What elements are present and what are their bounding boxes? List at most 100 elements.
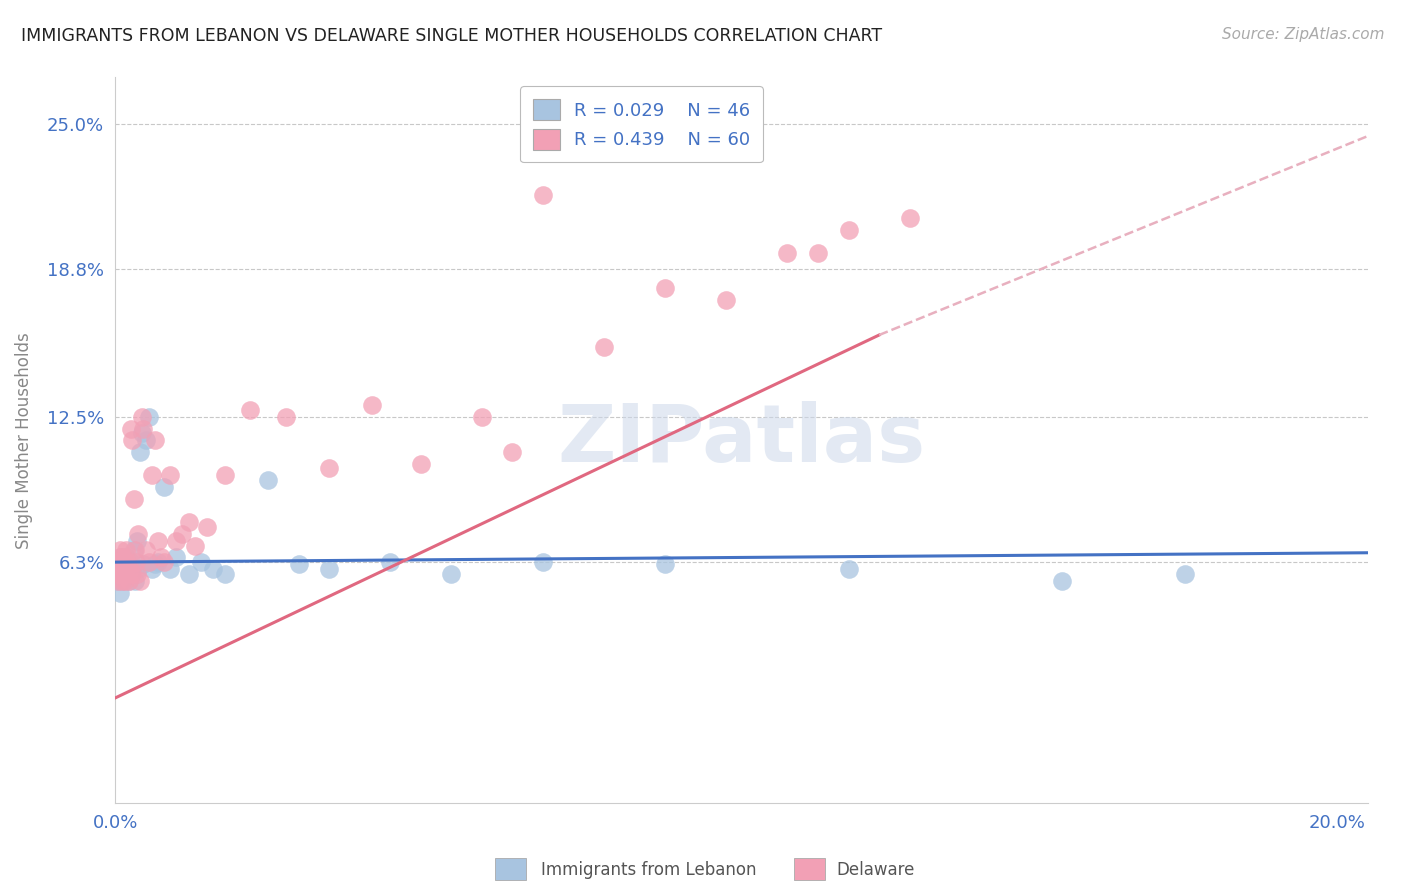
Point	[122, 543, 145, 558]
Point	[112, 555, 135, 569]
Point	[141, 562, 163, 576]
Text: Source: ZipAtlas.com: Source: ZipAtlas.com	[1222, 27, 1385, 42]
Point	[318, 461, 340, 475]
Point	[471, 409, 494, 424]
Point	[107, 574, 129, 588]
Point	[150, 550, 173, 565]
Text: Delaware: Delaware	[837, 861, 915, 879]
Point	[122, 491, 145, 506]
Point	[654, 281, 676, 295]
Point	[110, 566, 132, 581]
Point	[110, 558, 132, 572]
Y-axis label: Single Mother Households: Single Mother Households	[15, 332, 32, 549]
Point	[214, 468, 236, 483]
Point	[125, 555, 148, 569]
Point	[183, 539, 205, 553]
Point	[380, 555, 402, 569]
Bar	[495, 858, 526, 880]
Text: IMMIGRANTS FROM LEBANON VS DELAWARE SINGLE MOTHER HOUSEHOLDS CORRELATION CHART: IMMIGRANTS FROM LEBANON VS DELAWARE SING…	[21, 27, 882, 45]
Point	[838, 222, 860, 236]
Point	[115, 558, 138, 572]
Point	[108, 566, 131, 581]
Point	[121, 558, 143, 572]
Point	[132, 558, 155, 572]
Point	[190, 555, 212, 569]
Point	[131, 426, 153, 441]
Text: Immigrants from Lebanon: Immigrants from Lebanon	[541, 861, 756, 879]
Point	[112, 550, 135, 565]
Point	[128, 574, 150, 588]
Point	[118, 574, 141, 588]
Point	[135, 434, 157, 448]
Point	[146, 534, 169, 549]
Point	[593, 340, 616, 354]
Point	[138, 409, 160, 424]
Point	[531, 187, 554, 202]
Point	[202, 562, 225, 576]
Point	[105, 555, 128, 569]
Point	[153, 480, 176, 494]
Point	[440, 566, 463, 581]
Point	[654, 558, 676, 572]
Point	[159, 468, 181, 483]
Point	[118, 574, 141, 588]
Legend: R = 0.029    N = 46, R = 0.439    N = 60: R = 0.029 N = 46, R = 0.439 N = 60	[520, 87, 763, 162]
Point	[108, 585, 131, 599]
Point	[898, 211, 921, 225]
Point	[127, 566, 149, 581]
Point	[111, 562, 134, 576]
Point	[501, 445, 523, 459]
Point	[115, 550, 138, 565]
Point	[131, 409, 153, 424]
Point	[117, 555, 139, 569]
Point	[120, 422, 142, 436]
Point	[125, 534, 148, 549]
Point	[409, 457, 432, 471]
Point	[165, 550, 187, 565]
Point	[107, 558, 129, 572]
Point	[124, 574, 146, 588]
Point	[114, 574, 136, 588]
Point	[135, 543, 157, 558]
Point	[1052, 574, 1074, 588]
Point	[143, 434, 166, 448]
Point	[177, 516, 200, 530]
Point	[716, 293, 738, 307]
Point	[111, 562, 134, 576]
Point	[127, 562, 149, 576]
Point	[120, 566, 142, 581]
Point	[124, 543, 146, 558]
Point	[118, 562, 141, 576]
Point	[112, 574, 135, 588]
Point	[143, 558, 166, 572]
Point	[108, 550, 131, 565]
Point	[807, 246, 830, 260]
Point	[108, 543, 131, 558]
Point	[318, 562, 340, 576]
Point	[115, 543, 138, 558]
Point	[107, 574, 129, 588]
Point	[117, 562, 139, 576]
Point	[114, 566, 136, 581]
Point	[114, 562, 136, 576]
Point	[121, 434, 143, 448]
Point	[121, 562, 143, 576]
Point	[276, 409, 298, 424]
Point	[776, 246, 799, 260]
Point	[257, 473, 280, 487]
Point	[153, 555, 176, 569]
Point	[177, 566, 200, 581]
Point	[165, 534, 187, 549]
Point	[146, 555, 169, 569]
Point	[214, 566, 236, 581]
Point	[118, 555, 141, 569]
Point	[107, 566, 129, 581]
Point	[172, 527, 194, 541]
Point	[110, 550, 132, 565]
Bar	[794, 858, 825, 880]
Point	[121, 566, 143, 581]
Point	[195, 520, 218, 534]
Point	[141, 468, 163, 483]
Point	[1174, 566, 1197, 581]
Point	[132, 422, 155, 436]
